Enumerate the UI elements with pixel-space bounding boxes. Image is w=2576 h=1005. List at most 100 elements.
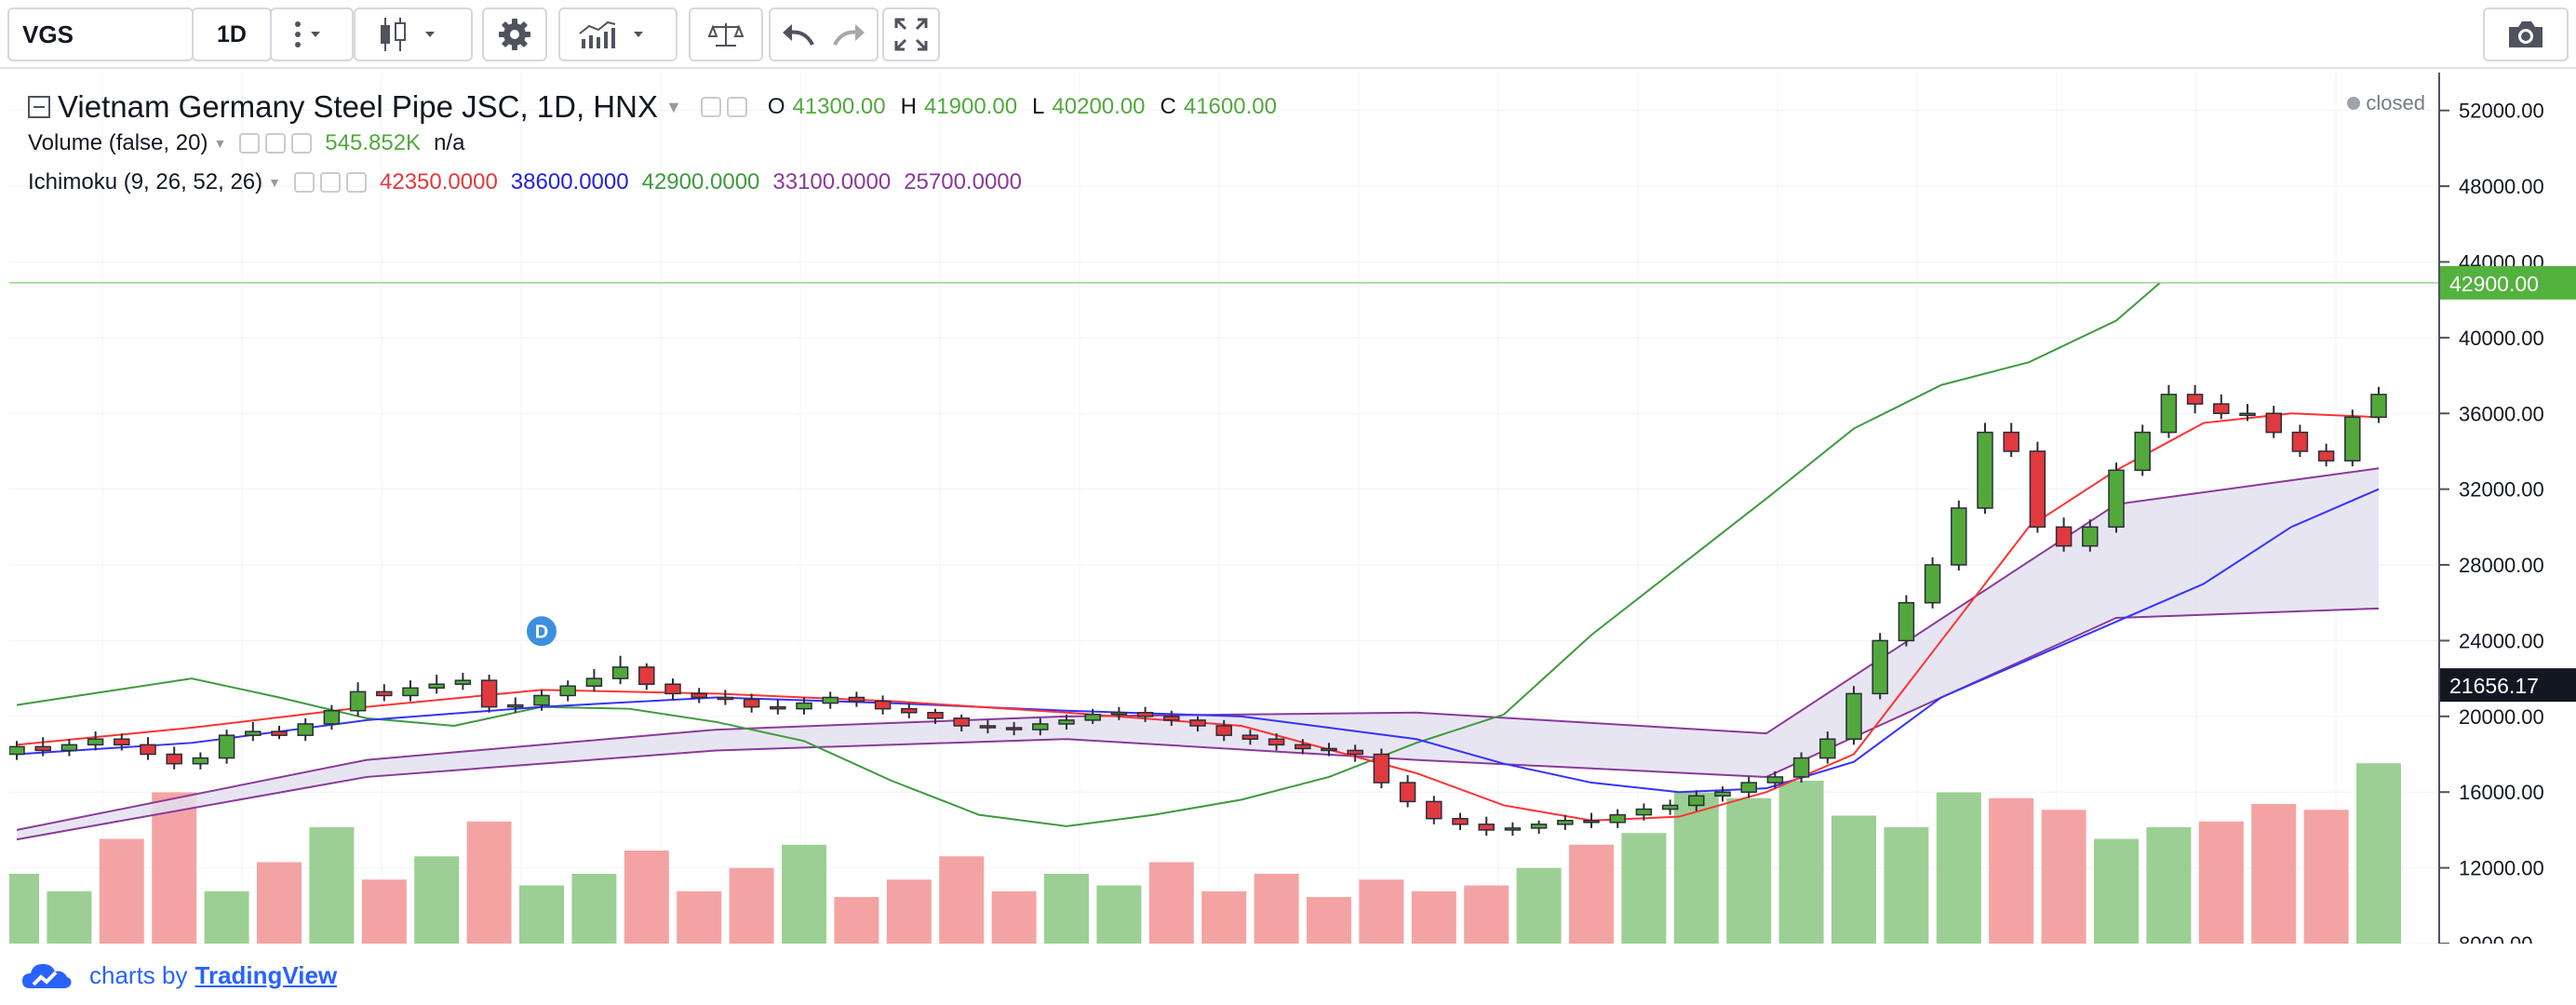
- volume-value: 545.852K: [325, 130, 422, 155]
- price-tick-label: 28000.00: [2459, 554, 2544, 577]
- candle-body: [245, 730, 262, 736]
- redo-icon[interactable]: [824, 20, 870, 48]
- gear-icon[interactable]: [265, 133, 287, 154]
- volume-bar: [1359, 879, 1404, 944]
- price-axis-scale[interactable]: 52000.0048000.0044000.0040000.0036000.00…: [2440, 73, 2576, 956]
- ohlc-close: 41600.00: [1183, 94, 1277, 119]
- cloud-logo-icon: [22, 964, 72, 988]
- candle-body: [114, 738, 130, 746]
- gear-icon: [499, 19, 530, 50]
- volume-bar: [2041, 810, 2086, 944]
- volume-legend: Volume (false, 20) ▼ 545.852K n/a: [28, 130, 464, 156]
- symbol-label: VGS: [22, 20, 74, 48]
- gear-icon[interactable]: [726, 97, 747, 117]
- candle-body: [1136, 712, 1154, 717]
- volume-bar: [309, 827, 355, 944]
- candle-body: [34, 745, 51, 752]
- candle-body: [1189, 719, 1206, 727]
- status-dot-icon: [2347, 97, 2361, 110]
- ichimoku-span-a-value: 33100.0000: [772, 169, 892, 194]
- ohlc-low: 40200.00: [1052, 94, 1146, 119]
- volume-bar: [2303, 810, 2349, 944]
- chart-title: Vietnam Germany Steel Pipe JSC, 1D, HNX: [58, 89, 658, 124]
- price-tick-label: 16000.00: [2459, 781, 2544, 804]
- brand-name[interactable]: TradingView: [195, 960, 338, 989]
- volume-bar: [0, 874, 39, 944]
- candle-body: [1110, 712, 1128, 716]
- indicators-icon: [579, 20, 616, 48]
- camera-icon: [2509, 21, 2542, 47]
- volume-bar: [834, 897, 879, 944]
- candle-body: [848, 696, 865, 703]
- eye-icon[interactable]: [294, 172, 315, 193]
- symbol-search-button[interactable]: VGS: [7, 7, 194, 61]
- chevron-down-icon[interactable]: ▼: [664, 97, 682, 116]
- collapse-legend-icon[interactable]: [28, 96, 50, 118]
- price-tick-label: 48000.00: [2459, 175, 2544, 198]
- candle-body: [166, 753, 182, 765]
- candle-body: [585, 677, 603, 688]
- volume-bar: [1411, 891, 1456, 944]
- candle-body: [717, 696, 734, 701]
- interval-button[interactable]: 1D: [192, 7, 272, 61]
- chevron-down-icon[interactable]: ▼: [213, 136, 227, 151]
- volume-bar: [361, 879, 407, 944]
- toolbar: VGS 1D: [0, 0, 2576, 69]
- candle-body: [1792, 757, 1810, 778]
- ohlc-open: 41300.00: [792, 94, 886, 119]
- chevron-down-icon[interactable]: ▼: [268, 175, 281, 190]
- volume-bar: [2146, 827, 2192, 944]
- ohlc-high: 41900.00: [923, 94, 1018, 119]
- candle-body: [60, 744, 78, 752]
- candle-body: [2055, 526, 2073, 547]
- chart-pane[interactable]: D Vietnam Germany Steel Pipe JSC, 1D, HN…: [0, 73, 2438, 1005]
- volume-bar: [1936, 792, 1981, 944]
- candle-body: [1215, 725, 1232, 736]
- ichimoku-legend-label: Ichimoku (9, 26, 52, 26): [28, 169, 263, 194]
- candle-body: [1872, 639, 1888, 695]
- ichimoku-span-b-value: 25700.0000: [904, 169, 1022, 194]
- settings-button[interactable]: [482, 7, 547, 61]
- volume-bar: [99, 838, 144, 944]
- candle-body: [8, 745, 25, 756]
- volume-bar: [571, 874, 617, 944]
- candle-body: [1661, 804, 1679, 811]
- candle-body: [1557, 819, 1574, 825]
- compare-button[interactable]: [689, 7, 763, 61]
- more-intervals-button[interactable]: [270, 7, 354, 61]
- volume-bar: [519, 885, 564, 944]
- close-icon[interactable]: [291, 133, 313, 154]
- candle-body: [927, 712, 944, 719]
- eye-icon[interactable]: [700, 97, 721, 117]
- candle-body: [192, 757, 209, 765]
- price-axis[interactable]: 52000.00 48000.00 44000.00 40000.00 36000.00…: [2438, 73, 2576, 956]
- close-icon[interactable]: [346, 172, 367, 193]
- candle-body: [349, 690, 367, 712]
- candle-body: [2265, 412, 2282, 434]
- tradingview-branding[interactable]: charts by TradingView: [20, 945, 402, 1005]
- snapshot-button[interactable]: [2483, 7, 2569, 61]
- candle-body: [1084, 714, 1101, 721]
- candle-body: [297, 723, 314, 736]
- chart-style-button[interactable]: [354, 7, 473, 61]
- volume-bar: [466, 821, 512, 944]
- volume-bar: [1673, 792, 1719, 944]
- undo-icon[interactable]: [777, 20, 824, 48]
- volume-bar: [1569, 844, 1614, 944]
- volume-bar: [1516, 867, 1562, 944]
- gear-icon[interactable]: [320, 172, 341, 193]
- price-chart[interactable]: D: [0, 73, 2438, 945]
- candle-body: [1399, 782, 1416, 803]
- candle-body: [376, 690, 393, 697]
- candle-body: [1347, 749, 1363, 756]
- indicators-button[interactable]: [558, 7, 678, 61]
- candle-body: [2082, 526, 2099, 547]
- eye-icon[interactable]: [239, 133, 261, 154]
- candle-body: [1373, 753, 1390, 784]
- volume-bar: [204, 891, 249, 944]
- candle-body: [2186, 394, 2204, 405]
- volume-bar: [1148, 862, 1194, 944]
- candle-body: [1898, 601, 1915, 642]
- fullscreen-button[interactable]: [882, 7, 940, 61]
- volume-bar: [939, 856, 985, 944]
